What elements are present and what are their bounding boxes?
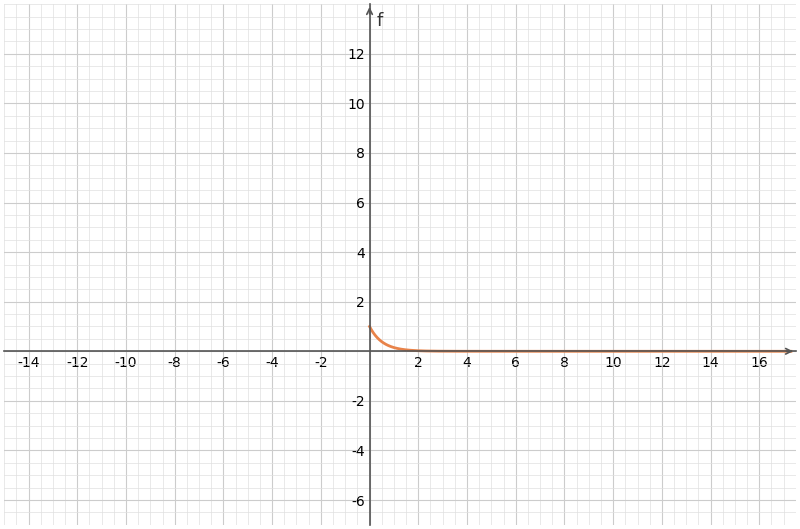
Text: f: f	[377, 12, 383, 30]
